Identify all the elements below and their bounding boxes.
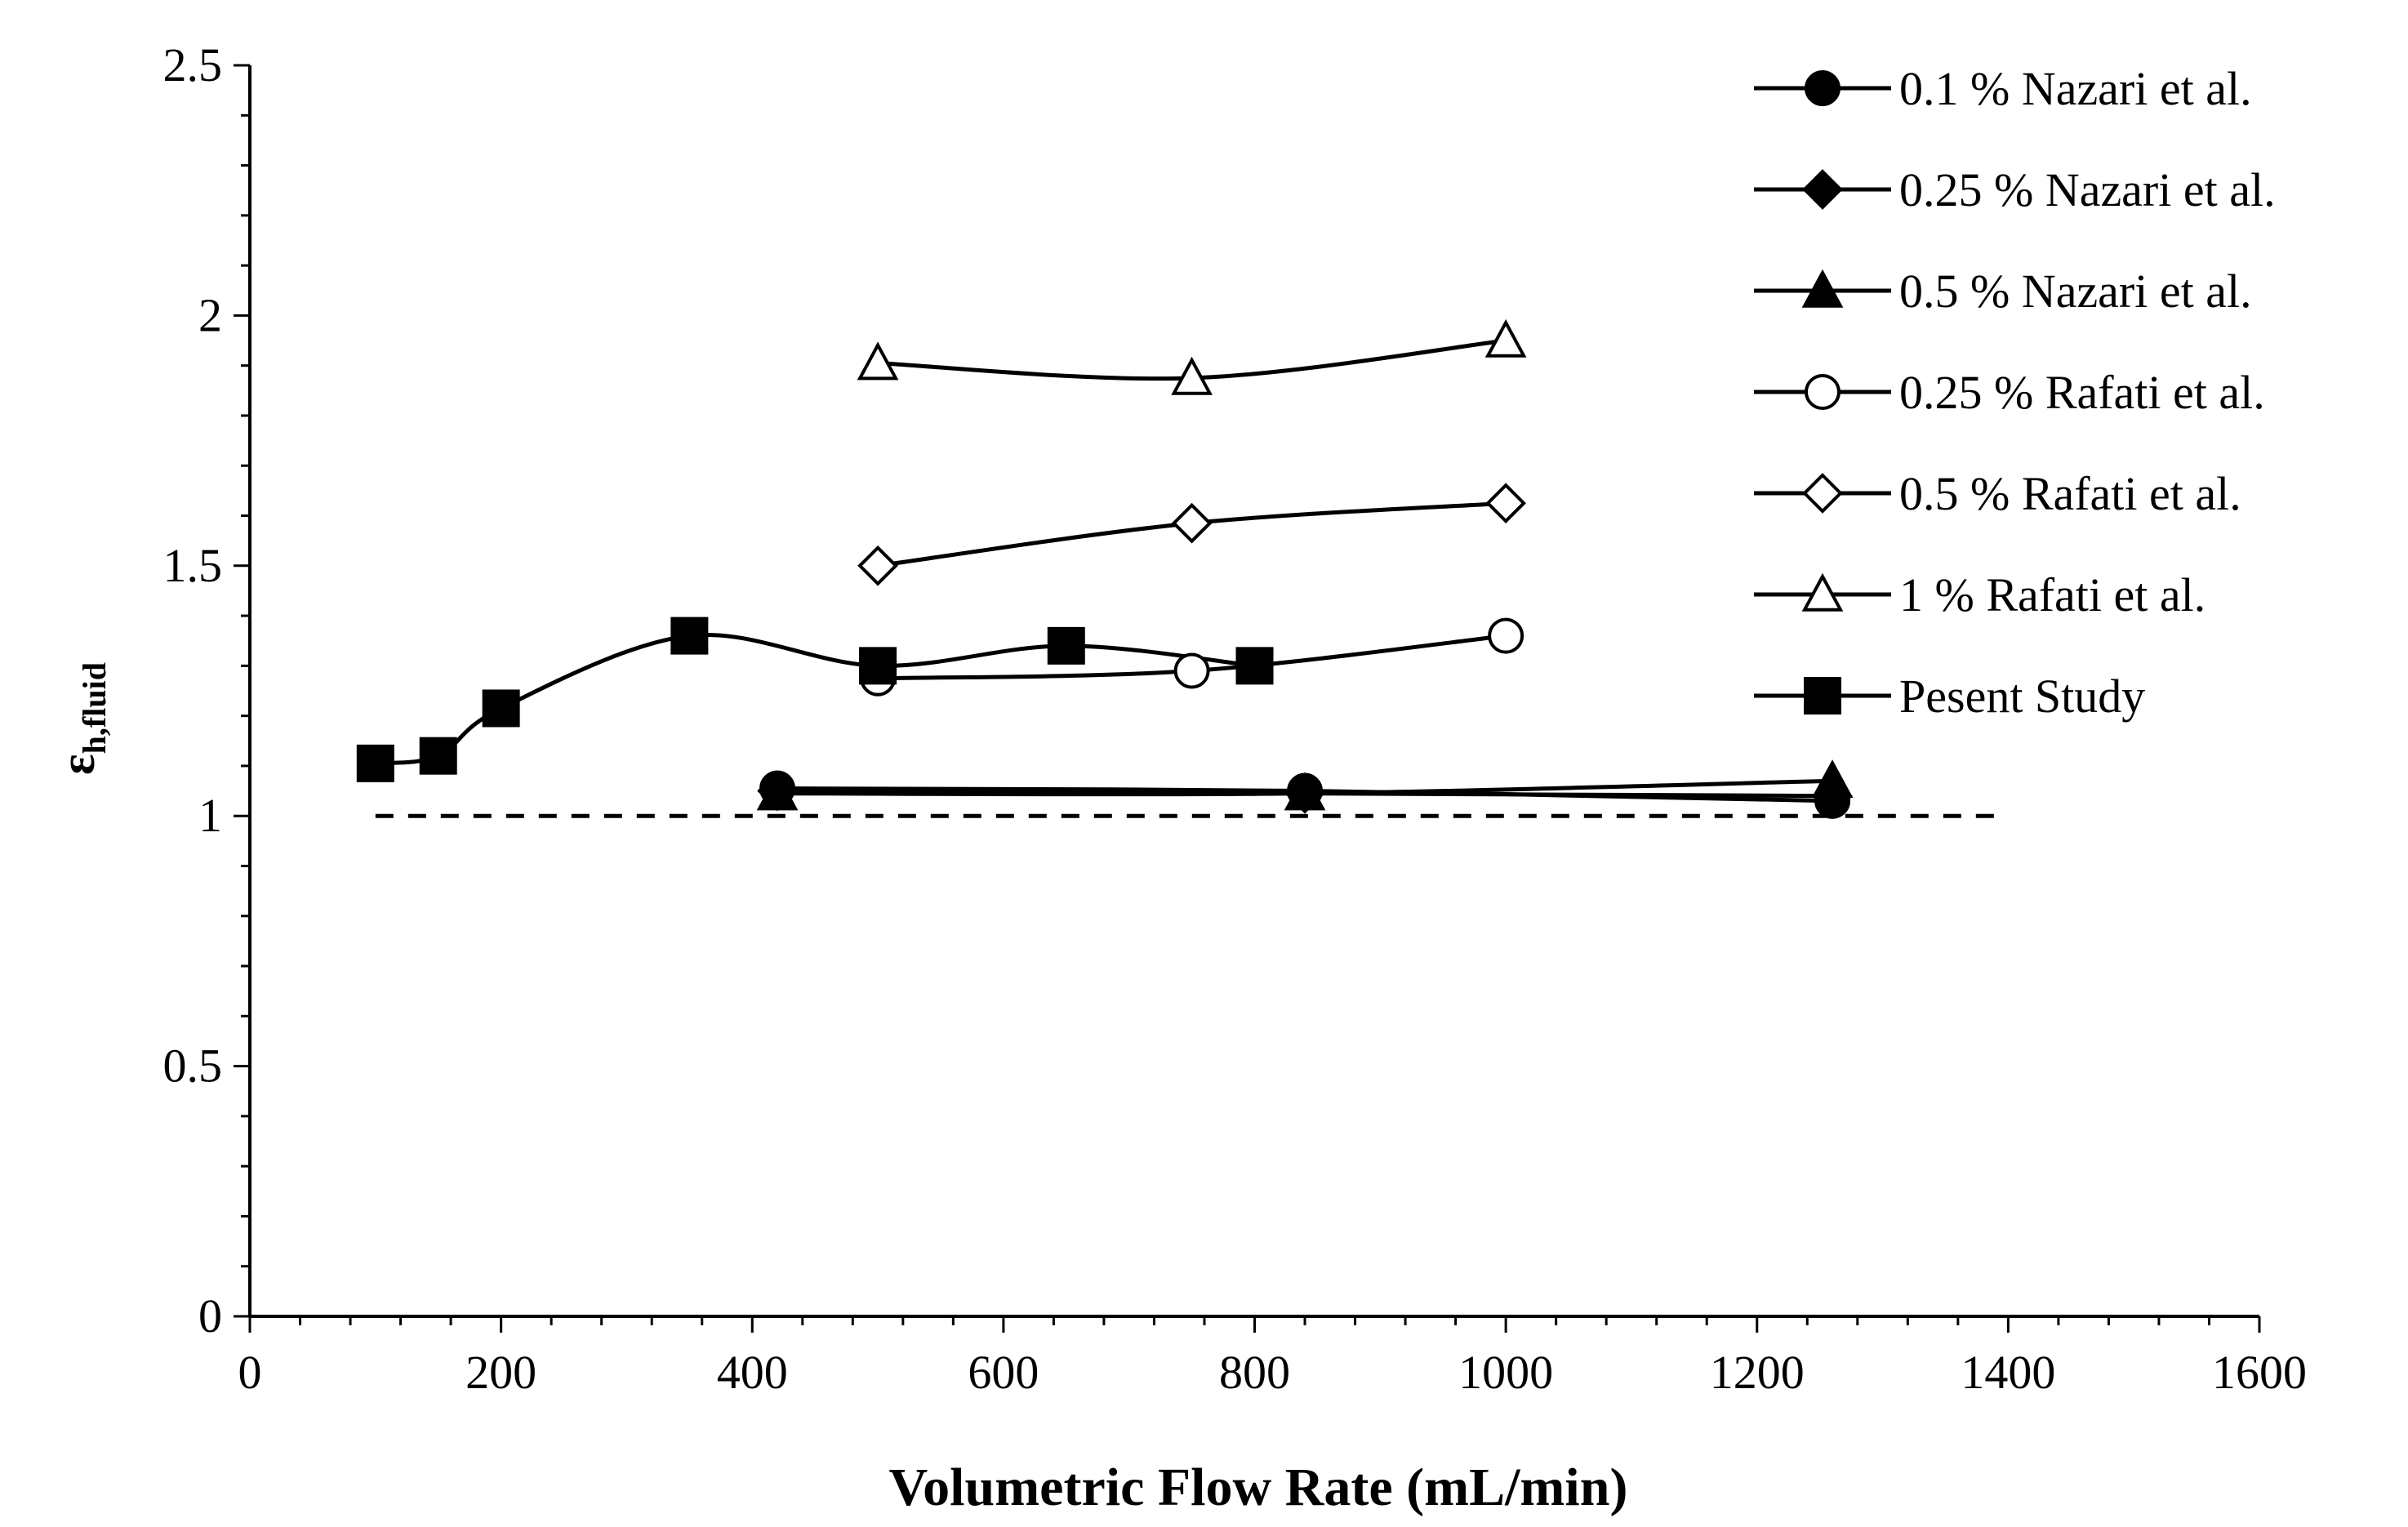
series-5-point bbox=[857, 545, 898, 586]
series-5-point bbox=[1171, 502, 1213, 544]
legend-label: Pesent Study bbox=[1899, 670, 2145, 723]
series-3-point bbox=[756, 772, 799, 811]
series-6-point bbox=[1171, 356, 1213, 395]
y-tick-label: 2 bbox=[198, 288, 222, 341]
legend-item: 0.25 % Rafati et al. bbox=[1754, 366, 2265, 419]
series-3-point bbox=[1811, 759, 1854, 799]
legend-item: 0.5 % Nazari et al. bbox=[1754, 265, 2252, 318]
legend-marker bbox=[1804, 677, 1841, 715]
series-3-point bbox=[1284, 772, 1326, 811]
x-tick-label: 1600 bbox=[2212, 1346, 2307, 1399]
y-tick-label: 2.5 bbox=[163, 38, 223, 91]
legend-item: 0.1 % Nazari et al. bbox=[1754, 62, 2252, 115]
series-5-point bbox=[1485, 483, 1526, 524]
series-7-point bbox=[356, 744, 394, 782]
legend-item: 0.5 % Rafati et al. bbox=[1754, 467, 2241, 520]
series-4-point bbox=[1488, 617, 1524, 654]
x-tick-label: 1000 bbox=[1458, 1346, 1553, 1399]
series-6-point bbox=[857, 341, 899, 381]
legend-label: 0.25 % Nazari et al. bbox=[1899, 163, 2276, 216]
legend-marker bbox=[1801, 572, 1844, 612]
legend-marker bbox=[1801, 269, 1844, 308]
legend-label: 0.5 % Rafati et al. bbox=[1899, 467, 2241, 520]
legend-item: 1 % Rafati et al. bbox=[1754, 568, 2205, 621]
series-6-point bbox=[1484, 318, 1527, 358]
legend-marker bbox=[1802, 473, 1843, 514]
legend-item: Pesent Study bbox=[1754, 670, 2145, 723]
series-7-point bbox=[419, 737, 457, 775]
x-tick-label: 800 bbox=[1219, 1346, 1290, 1399]
legend-label: 0.1 % Nazari et al. bbox=[1899, 62, 2252, 115]
y-axis-title-main: ε bbox=[51, 754, 105, 775]
legend-label: 0.25 % Rafati et al. bbox=[1899, 366, 2265, 419]
y-axis-title: εh,fluid bbox=[51, 662, 113, 775]
x-tick-label: 600 bbox=[968, 1346, 1039, 1399]
series-7-point bbox=[1047, 626, 1085, 665]
x-tick-label: 200 bbox=[465, 1346, 536, 1399]
y-tick-label: 1.5 bbox=[163, 539, 223, 592]
legend-marker bbox=[1805, 70, 1840, 106]
legend-label: 1 % Rafati et al. bbox=[1899, 568, 2205, 621]
series-7-point bbox=[859, 647, 897, 685]
series-4-point bbox=[1173, 652, 1210, 689]
y-tick-label: 1 bbox=[198, 789, 222, 842]
legend-item: 0.25 % Nazari et al. bbox=[1754, 163, 2276, 216]
y-tick-label: 0.5 bbox=[163, 1040, 223, 1093]
x-tick-label: 400 bbox=[717, 1346, 788, 1399]
series-7-point bbox=[1235, 647, 1274, 685]
x-tick-label: 1200 bbox=[1710, 1346, 1805, 1399]
y-tick-label: 0 bbox=[198, 1289, 222, 1342]
legend-label: 0.5 % Nazari et al. bbox=[1899, 265, 2252, 318]
axes: 0 0.5 1 1.5 2 2.5 0 200 400 600 800 1000 1200 1400 160… bbox=[163, 38, 2308, 1399]
legend-marker bbox=[1805, 374, 1840, 410]
legend: 0.1 % Nazari et al. 0.25 % Nazari et al. 0… bbox=[1754, 62, 2276, 723]
series-7-point bbox=[482, 689, 520, 728]
x-axis-title: Volumetric Flow Rate (mL/min) bbox=[889, 1458, 1628, 1517]
plot-area bbox=[356, 318, 2009, 819]
x-tick-label: 1400 bbox=[1961, 1346, 2055, 1399]
y-axis-title-sub: h,fluid bbox=[76, 662, 113, 754]
x-tick-label: 0 bbox=[238, 1346, 262, 1399]
legend-marker bbox=[1802, 169, 1843, 210]
series-7-point bbox=[670, 617, 709, 655]
